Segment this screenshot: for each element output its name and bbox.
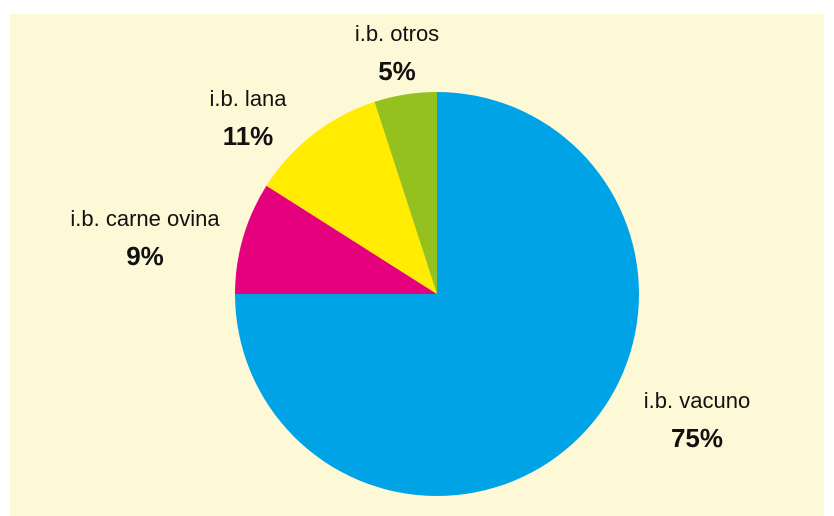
slice-value-label: 11% [223, 121, 274, 151]
pie-slice [266, 101, 437, 294]
slice-value-label: 75% [671, 423, 723, 453]
slice-label: i.b. carne ovina [70, 206, 220, 231]
slice-value-label: 9% [126, 241, 164, 271]
pie-slice [374, 92, 437, 294]
pie-slice [235, 185, 437, 294]
slice-label: i.b. lana [209, 86, 287, 111]
slice-label: i.b. otros [355, 21, 439, 46]
slice-label: i.b. vacuno [644, 388, 750, 413]
slice-value-label: 5% [378, 56, 416, 86]
